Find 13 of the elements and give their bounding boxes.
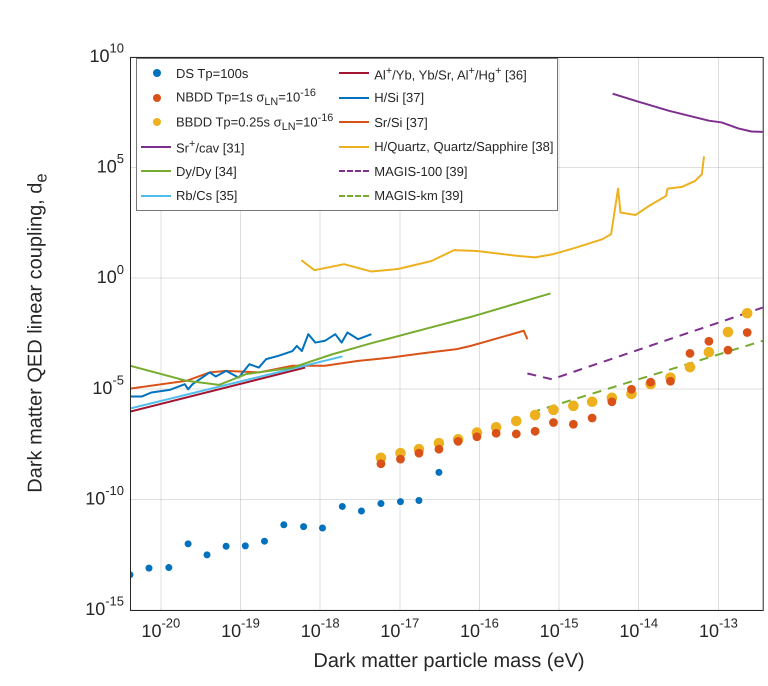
legend-label: BBDD Tp=0.25s σ$_{LN}$=10$^{-16}$ [176,112,334,133]
x-axis-title: Dark matter particle mass (eV) [313,650,585,673]
legend-label: H/Quartz, Quartz/Sapphire [38] [374,139,554,154]
legend-label: NBDD Tp=1s σ$_{LN}$=10$^{-16}$ [176,87,316,108]
legend-label: Sr/Si [37] [374,114,428,130]
legend-label: H/Si [37] [374,90,424,106]
legend-label: Rb/Cs [35] [176,188,238,204]
legend-label: DS Tp=100s [176,66,248,81]
legend-label: Dy/Dy [34] [176,164,237,179]
legend-label: Al$^{+}$/Yb, Yb/Sr, Al$^{+}$/Hg$^{+}$ [36] [374,64,527,82]
legend-label: MAGIS-km [39] [374,188,464,204]
legend-label: Sr$^{+}$/cav [31] [176,138,244,156]
legend-label: MAGIS-100 [39] [374,164,468,179]
